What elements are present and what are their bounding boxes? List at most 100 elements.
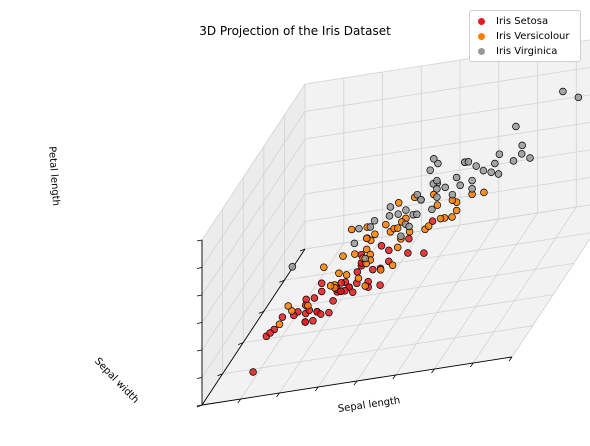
data-point: [428, 205, 436, 214]
data-point: [468, 176, 476, 185]
data-point: [310, 294, 319, 302]
data-point: [329, 297, 337, 305]
data-point: [288, 263, 297, 271]
data-point: [366, 223, 375, 231]
data-point: [517, 150, 526, 158]
data-point: [433, 201, 442, 209]
data-point: [353, 268, 362, 276]
data-point: [472, 162, 480, 170]
data-point: [371, 230, 379, 238]
data-point: [397, 232, 405, 240]
x-tick: [237, 398, 242, 404]
data-point: [518, 141, 526, 150]
data-point: [456, 181, 464, 190]
data-point: [433, 193, 441, 201]
data-point: [266, 329, 274, 337]
data-point: [249, 368, 257, 376]
data-point: [394, 199, 403, 207]
data-point: [413, 190, 422, 199]
data-point: [393, 224, 402, 232]
data-point: [512, 122, 520, 131]
data-point: [559, 87, 567, 96]
data-point: [376, 281, 384, 289]
data-point: [464, 158, 473, 166]
data-point: [361, 282, 369, 290]
z-tick: [196, 377, 203, 379]
data-point: [325, 308, 333, 317]
data-point: [317, 279, 326, 288]
data-point: [288, 307, 296, 315]
y-tick: [238, 342, 244, 345]
z-grid-line: [201, 121, 590, 323]
data-point: [417, 196, 425, 204]
y-tick: [258, 311, 264, 314]
data-point: [430, 155, 438, 163]
data-points: [249, 87, 583, 376]
data-point: [404, 249, 412, 257]
data-point: [385, 212, 394, 220]
data-point: [355, 224, 363, 233]
z-tick: [196, 239, 203, 242]
data-point: [320, 263, 328, 271]
data-point: [316, 310, 325, 318]
data-point: [441, 183, 449, 192]
data-point: [424, 222, 433, 230]
data-point: [326, 282, 335, 290]
z-tick: [196, 322, 203, 324]
data-point: [405, 222, 413, 231]
data-point: [361, 254, 369, 263]
data-point: [339, 252, 347, 260]
z-tick: [196, 404, 203, 407]
data-point: [405, 234, 413, 243]
x-grid-line: [511, 238, 590, 358]
data-point: [413, 210, 421, 219]
data-point: [309, 317, 317, 325]
legend-item: Iris Virginica: [478, 44, 557, 58]
legend-label: Iris Virginica: [496, 45, 558, 57]
data-point: [480, 188, 488, 197]
x-tick: [314, 386, 319, 392]
data-point: [479, 166, 488, 175]
data-point: [385, 246, 393, 255]
legend-label: Iris Versicolour: [496, 30, 570, 42]
axis-ticks: [196, 239, 513, 408]
data-point: [348, 288, 357, 296]
z-tick: [196, 267, 203, 269]
data-point: [386, 203, 395, 211]
data-point: [526, 154, 534, 162]
data-point: [369, 265, 377, 274]
data-point: [337, 279, 346, 287]
x-tick: [469, 362, 474, 368]
x-tick: [353, 380, 358, 386]
data-point: [452, 206, 461, 215]
data-point: [351, 250, 359, 258]
legend-marker: [478, 47, 485, 55]
data-point: [362, 245, 371, 254]
floor-pane: [202, 204, 590, 405]
data-point: [376, 266, 385, 274]
data-point: [362, 234, 371, 243]
data-point: [402, 206, 410, 214]
data-point: [388, 261, 397, 269]
data-point: [393, 243, 402, 252]
x-tick: [508, 356, 513, 362]
data-point: [382, 220, 390, 229]
y-tick: [217, 373, 223, 377]
data-point: [370, 216, 379, 225]
data-point: [452, 173, 461, 182]
data-point: [434, 159, 442, 168]
x-tick: [431, 368, 435, 374]
data-point: [278, 313, 287, 321]
axis-panes: [202, 39, 590, 405]
z-grid-line: [201, 176, 590, 378]
data-point: [468, 185, 476, 193]
data-point: [394, 210, 402, 218]
data-point: [426, 166, 434, 174]
data-point: [347, 225, 356, 234]
data-point: [428, 217, 437, 225]
x-tick: [276, 392, 280, 398]
data-point: [275, 320, 284, 329]
legend-item: Iris Versicolour: [478, 29, 570, 43]
x-tick: [392, 374, 397, 380]
data-point: [448, 190, 457, 199]
